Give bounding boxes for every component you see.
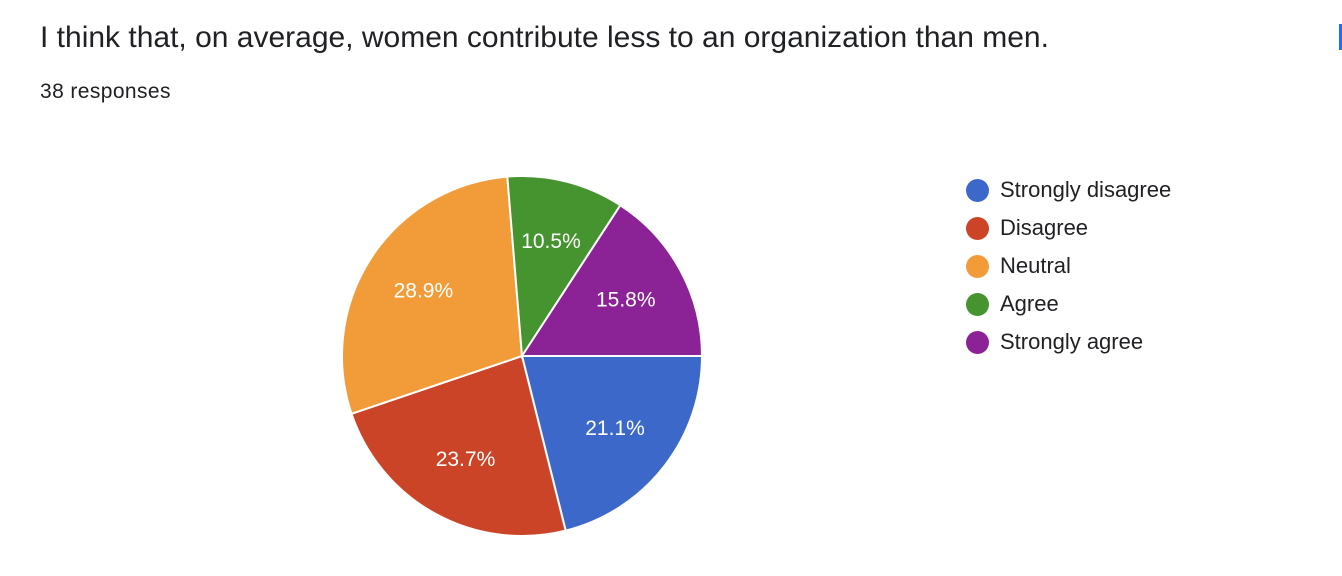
legend-label: Strongly agree: [1000, 329, 1144, 354]
legend-swatch-icon: [966, 292, 989, 316]
pie-slice-disagree[interactable]: [350, 354, 567, 537]
slice-label-disagree: 23.7%: [436, 448, 496, 471]
pie-slice-strongly-disagree[interactable]: [520, 355, 704, 532]
response-count: 38 responses: [40, 80, 171, 103]
legend-item-agree[interactable]: Agree: [966, 285, 1171, 323]
slice-label-strongly-agree: 15.8%: [596, 288, 656, 311]
legend-swatch-icon: [966, 178, 989, 202]
legend-label: Disagree: [1000, 215, 1089, 240]
legend-swatch-icon: [966, 330, 989, 354]
legend: Strongly disagree Disagree Neutral Agree…: [966, 171, 1171, 361]
legend-swatch-icon: [966, 216, 989, 240]
legend-swatch-icon: [966, 254, 989, 278]
legend-label: Strongly disagree: [1000, 177, 1172, 202]
legend-item-disagree[interactable]: Disagree: [966, 209, 1171, 247]
pie-slice-strongly-agree[interactable]: [520, 203, 704, 357]
slice-label-agree: 10.5%: [521, 230, 581, 253]
legend-item-strongly-disagree[interactable]: Strongly disagree: [966, 171, 1171, 209]
slice-label-neutral: 28.9%: [394, 280, 454, 303]
edge-marker: [1339, 24, 1342, 50]
legend-label: Agree: [1000, 291, 1059, 316]
pie-slice-agree[interactable]: [506, 175, 622, 359]
pie-slice-neutral[interactable]: [341, 175, 524, 416]
legend-item-strongly-agree[interactable]: Strongly agree: [966, 323, 1171, 361]
question-title: I think that, on average, women contribu…: [40, 21, 1049, 54]
legend-label: Neutral: [1000, 253, 1071, 278]
slice-label-strongly-disagree: 21.1%: [585, 417, 645, 440]
legend-item-neutral[interactable]: Neutral: [966, 247, 1171, 285]
